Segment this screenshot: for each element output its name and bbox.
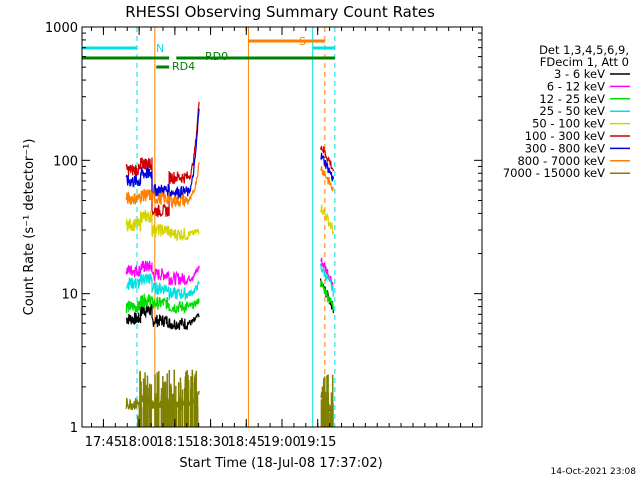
series-post-trace-7 [320, 165, 334, 192]
y-axis-label: Count Rate (s⁻¹ detector⁻¹) [22, 139, 37, 316]
series-7 [125, 162, 334, 210]
y-tick-label: 100 [53, 154, 78, 169]
legend-entry-label: 25 - 50 keV [539, 104, 605, 118]
x-tick-label: 19:15 [299, 435, 336, 450]
x-tick-label: 18:00 [120, 435, 157, 450]
legend-entry-label: 7000 - 15000 keV [503, 166, 605, 180]
series-2 [125, 280, 334, 315]
series-trace-3 [126, 273, 200, 301]
series-4 [125, 204, 334, 241]
x-tick-label: 19:00 [263, 435, 300, 450]
y-tick-label: 10 [61, 288, 78, 303]
legend-entry-label: 6 - 12 keV [547, 79, 605, 93]
series-post-trace-6 [320, 152, 334, 182]
axes: 1 10 100 1000 17:4518:0018:1518:3018:4519:00… [45, 21, 482, 450]
legend: Det 1,3,4,5,6,9,FDecim 1, Att 03 - 6 keV… [503, 43, 630, 180]
night-label: N [156, 42, 164, 55]
legend-entry-label: 50 - 100 keV [532, 117, 605, 131]
plot-area: N RD0 RD4 S [81, 27, 336, 427]
series-trace-5 [125, 101, 200, 218]
legend-entry-label: 800 - 7000 keV [517, 154, 605, 168]
y-tick-label: 1000 [45, 21, 78, 36]
series-trace-7 [125, 162, 200, 210]
chart-title: RHESSI Observing Summary Count Rates [125, 3, 435, 21]
series-post-trace-5 [320, 145, 334, 172]
series-post-trace-2 [320, 280, 334, 311]
series-trace-0 [125, 303, 200, 331]
rd4-label: RD4 [172, 60, 195, 73]
legend-entry-label: 300 - 800 keV [525, 141, 605, 155]
rd0-label: RD0 [205, 50, 228, 63]
series-trace-2 [125, 293, 200, 315]
series-trace-4 [125, 209, 200, 241]
x-tick-label: 18:30 [192, 435, 229, 450]
high-energy-noise [137, 369, 334, 427]
legend-header: FDecim 1, Att 0 [540, 55, 629, 69]
series-5 [125, 101, 334, 218]
series-post-trace-1 [320, 257, 334, 286]
legend-entry-label: 100 - 300 keV [525, 129, 605, 143]
legend-entry-label: 12 - 25 keV [539, 92, 605, 106]
series-trace-6 [125, 108, 200, 200]
series-post-trace-3 [320, 263, 334, 297]
x-tick-label: 17:45 [85, 435, 122, 450]
footer-date: 14-Oct-2021 23:08 [551, 467, 637, 477]
series-3 [126, 263, 334, 301]
series-1 [125, 257, 334, 286]
x-axis-label: Start Time (18-Jul-08 17:37:02) [179, 456, 382, 471]
series-trace-1 [125, 260, 200, 286]
x-tick-label: 18:15 [156, 435, 193, 450]
legend-entry-label: 3 - 6 keV [554, 67, 605, 81]
series-6 [125, 108, 334, 200]
plot-frame [81, 26, 483, 428]
y-tick-label: 1 [70, 421, 78, 436]
series-post-trace-4 [320, 204, 334, 235]
saa-label: S [299, 35, 306, 48]
legend-header: Det 1,3,4,5,6,9, [539, 43, 629, 57]
x-tick-label: 18:45 [228, 435, 265, 450]
